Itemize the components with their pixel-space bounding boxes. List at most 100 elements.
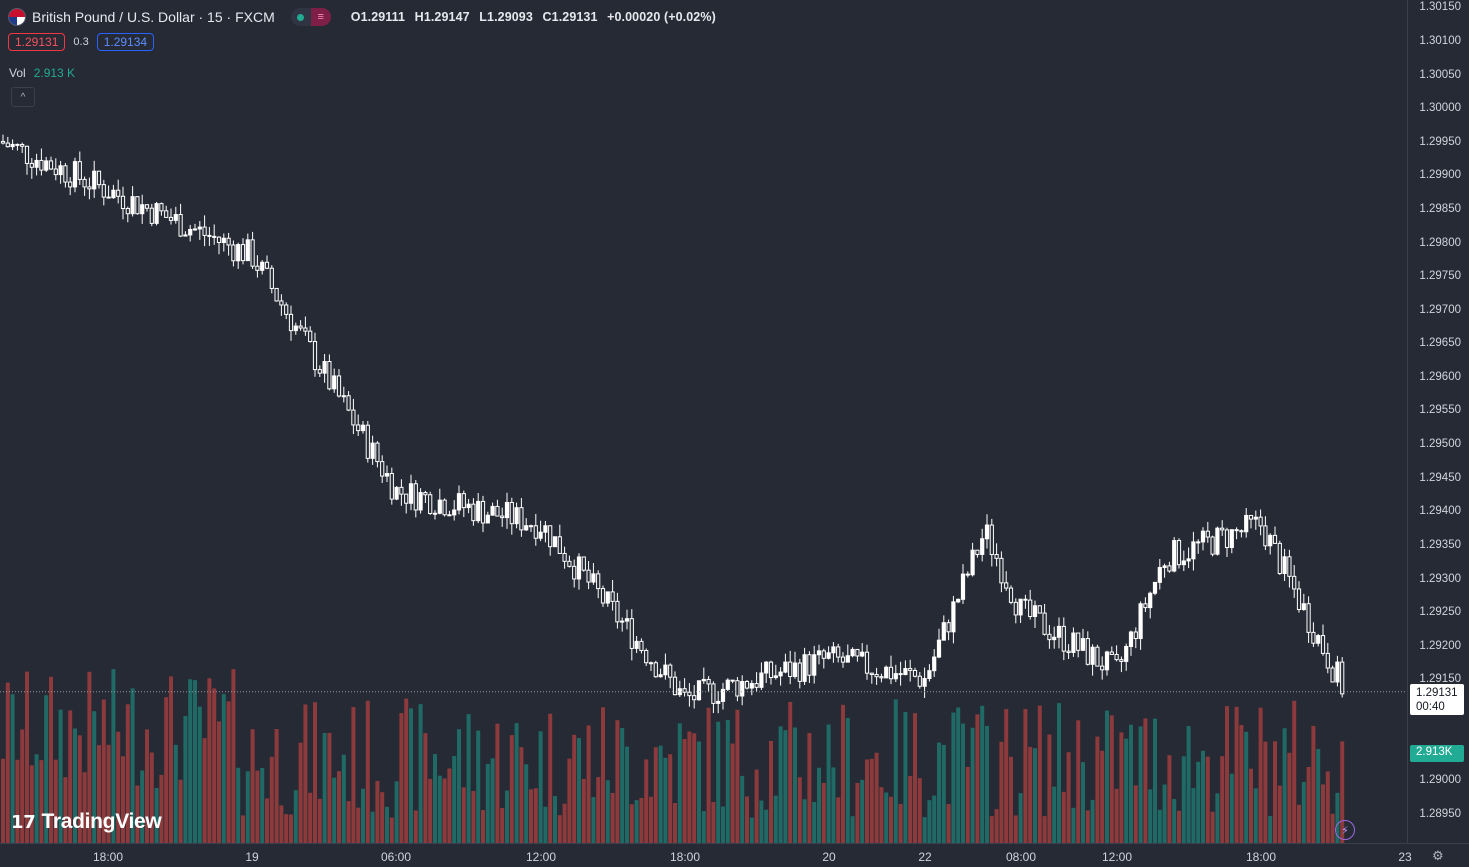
volume-bar — [706, 707, 711, 843]
candle-body — [173, 214, 178, 221]
volume-bar — [533, 788, 538, 843]
volume-legend[interactable]: Vol 2.913 K — [9, 66, 75, 80]
candle-body — [264, 261, 270, 269]
candle — [754, 672, 759, 692]
candle — [1301, 593, 1306, 611]
symbol-title[interactable]: British Pound / U.S. Dollar · 15 · FXCM — [32, 9, 275, 25]
volume-bar — [1172, 799, 1177, 843]
volume-bar — [121, 756, 125, 843]
candle-body — [696, 680, 702, 701]
candle — [1316, 633, 1321, 647]
volume-bar — [279, 805, 284, 843]
candle — [298, 320, 303, 331]
candle — [807, 651, 812, 683]
volume-bar — [394, 781, 399, 843]
volume-bar — [1239, 725, 1244, 843]
market-status[interactable]: ≡ — [290, 8, 331, 26]
candle — [524, 518, 529, 531]
symbol-header[interactable]: British Pound / U.S. Dollar · 15 · FXCM … — [8, 6, 722, 28]
volume-bar — [313, 702, 317, 843]
price-tick: 1.29300 — [1419, 573, 1461, 585]
candle — [380, 455, 385, 483]
volume-bar — [788, 701, 793, 843]
candle-body — [0, 140, 6, 144]
candle — [653, 660, 658, 678]
buy-button[interactable]: 1.29134 — [96, 33, 155, 51]
candle-body — [1191, 541, 1196, 560]
candle-body — [159, 203, 164, 212]
candle — [116, 179, 121, 204]
volume-bar — [817, 767, 821, 843]
lightning-icon[interactable]: ⚡ — [1335, 820, 1355, 840]
candle — [509, 497, 514, 535]
candle — [188, 224, 193, 242]
candle-body — [999, 557, 1004, 584]
candle — [20, 142, 25, 154]
candle-body — [802, 654, 807, 682]
market-menu-icon[interactable]: ≡ — [310, 8, 331, 26]
candle — [202, 215, 207, 247]
candle-body — [279, 300, 284, 306]
collapse-legend-button[interactable]: ^ — [11, 87, 35, 107]
volume-bar — [802, 799, 807, 843]
candle — [1138, 601, 1143, 650]
price-chart[interactable] — [0, 0, 1407, 843]
candle — [1239, 529, 1244, 538]
candle — [639, 638, 644, 654]
market-open-icon — [291, 8, 311, 26]
volume-bar — [1109, 715, 1114, 843]
candle-body — [188, 228, 193, 236]
candle-body — [1032, 605, 1038, 617]
sell-button[interactable]: 1.29131 — [8, 33, 66, 51]
candle-body — [1196, 541, 1201, 544]
candle — [845, 644, 850, 663]
candle — [34, 153, 39, 176]
candle-body — [207, 234, 212, 237]
volume-bar — [692, 733, 697, 843]
candle-body — [298, 325, 303, 329]
volume-bar — [375, 780, 380, 843]
volume-bar — [793, 727, 797, 843]
candle — [452, 500, 457, 521]
volume-bar — [327, 732, 332, 843]
gear-icon[interactable]: ⚙ — [1432, 848, 1444, 863]
volume-bar — [207, 678, 212, 843]
candle — [154, 201, 159, 226]
candle-body — [360, 424, 366, 432]
volume-bar — [361, 788, 365, 843]
volume-bar — [303, 704, 308, 843]
candle — [984, 514, 990, 549]
candle-body — [116, 189, 121, 197]
candle-body — [1104, 651, 1110, 671]
price-axis[interactable]: 1.30150 1.30100 1.30050 1.30000 1.29950 1.299… — [1407, 0, 1469, 843]
candle — [869, 672, 874, 684]
candle-body — [528, 525, 534, 528]
volume-bar — [149, 752, 154, 843]
candle — [130, 186, 135, 217]
time-axis[interactable]: 18:00 19 06:00 12:00 18:00 20 22 08:00 12:00 18:0… — [0, 843, 1469, 867]
bar-countdown: 00:40 — [1416, 701, 1445, 713]
time-tick: 12:00 — [1101, 850, 1133, 864]
volume-bar — [346, 801, 351, 843]
candle — [245, 233, 250, 262]
candle-body — [740, 681, 745, 697]
volume-bar — [1191, 788, 1196, 843]
candle-body — [576, 556, 582, 580]
candle-body — [39, 159, 44, 171]
volume-bar — [946, 804, 951, 843]
volume-bar — [845, 718, 850, 843]
volume-bar — [236, 767, 241, 843]
candle-body — [192, 228, 198, 231]
candle-body — [908, 668, 913, 671]
candle-body — [840, 656, 846, 663]
volume-bar — [471, 791, 476, 843]
candle-body — [1296, 588, 1302, 611]
candle-body — [879, 676, 884, 679]
volume-bar — [1057, 703, 1061, 843]
volume-bar — [1100, 750, 1105, 843]
high-label: H — [414, 10, 424, 24]
volume-bar — [769, 740, 773, 843]
tradingview-logo[interactable]: 17 TradingView — [11, 810, 162, 834]
candle-body — [1200, 530, 1206, 543]
candle-body — [567, 560, 572, 567]
